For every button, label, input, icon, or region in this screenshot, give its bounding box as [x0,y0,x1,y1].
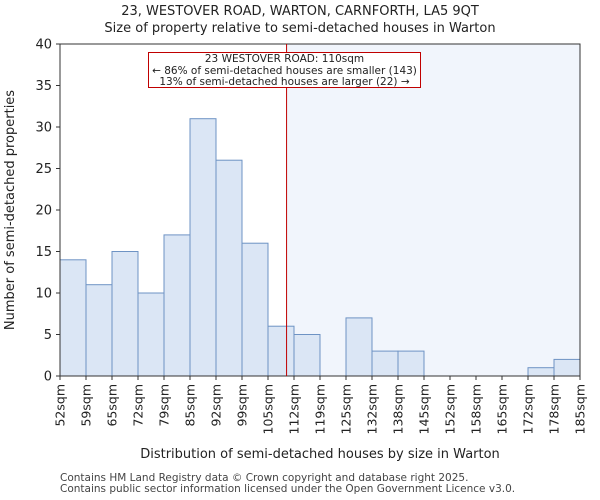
y-axis-label: Number of semi-detached properties [3,90,18,330]
histogram-bar [137,292,165,377]
x-tick-label: 92sqm [209,384,224,427]
property-annotation: 23 WESTOVER ROAD: 110sqm ← 86% of semi-d… [148,52,421,88]
y-tick-label: 10 [35,287,52,302]
y-tick-label: 0 [44,370,52,385]
x-tick-label: 138sqm [391,384,406,434]
x-tick-label: 105sqm [261,384,276,434]
histogram-bar [59,259,87,377]
y-tick-label: 30 [35,121,52,136]
histogram-bar [527,367,555,377]
x-tick-label: 125sqm [339,384,354,434]
y-tick-label: 25 [35,162,52,177]
y-tick-label: 40 [35,38,52,53]
x-tick-label: 145sqm [417,384,432,434]
histogram-bar [163,234,191,377]
histogram-bar [371,350,399,377]
x-tick-label: 158sqm [469,384,484,434]
x-tick-label: 59sqm [79,384,94,427]
x-tick-label: 72sqm [131,384,146,427]
x-tick-label: 52sqm [53,384,68,427]
footer-line-1: Contains HM Land Registry data © Crown c… [60,472,469,484]
x-tick-label: 172sqm [521,384,536,434]
footer-line-2: Contains public sector information licen… [60,483,516,495]
y-tick-label: 20 [35,204,52,219]
y-tick-label: 35 [35,79,52,94]
annotation-line-1: 23 WESTOVER ROAD: 110sqm [204,53,365,65]
y-tick-label: 5 [44,328,52,343]
histogram-bar [111,251,139,377]
chart-subtitle: Size of property relative to semi-detach… [104,21,496,36]
larger-region-highlight [286,44,580,376]
histogram-bar [189,118,217,377]
x-tick-label: 99sqm [235,384,250,427]
x-axis-label: Distribution of semi-detached houses by … [140,447,500,462]
histogram-bar [553,358,581,377]
histogram-bar [85,284,113,377]
chart-title: 23, WESTOVER ROAD, WARTON, CARNFORTH, LA… [121,4,479,19]
histogram-bar [397,350,425,377]
histogram-bar [293,334,321,377]
y-tick-label: 15 [35,245,52,260]
annotation-line-3: 13% of semi-detached houses are larger (… [159,76,410,88]
x-tick-label: 132sqm [365,384,380,434]
x-tick-label: 112sqm [287,384,302,434]
histogram-bar [267,325,295,377]
x-tick-label: 79sqm [157,384,172,427]
histogram-bar [215,159,243,377]
x-tick-label: 165sqm [495,384,510,434]
histogram-bar [345,317,373,377]
x-tick-label: 85sqm [183,384,198,427]
x-tick-label: 178sqm [547,384,562,434]
x-tick-label: 185sqm [573,384,588,434]
x-tick-label: 119sqm [313,384,328,434]
annotation-line-2: ← 86% of semi-detached houses are smalle… [152,64,417,77]
x-tick-label: 152sqm [443,384,458,434]
x-tick-label: 65sqm [105,384,120,427]
histogram-bar [241,242,269,377]
